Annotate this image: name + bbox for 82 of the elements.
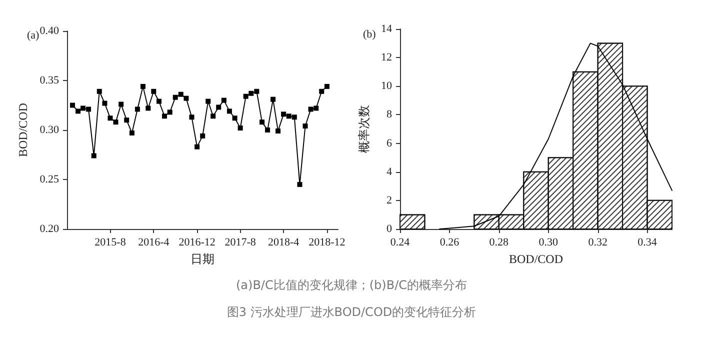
x-tick-label: 0.28 — [489, 236, 510, 248]
point — [118, 102, 124, 107]
x-tick-label: 0.26 — [440, 236, 460, 248]
caption: 图3 污水处理厂进水BOD/COD的变化特征分析 — [226, 304, 478, 321]
point — [134, 106, 140, 112]
y-axis-title: BOD/COD — [16, 102, 30, 158]
x-tick-label: 0.32 — [588, 236, 608, 248]
y-tick-label: 8 — [386, 108, 392, 121]
point — [70, 102, 76, 108]
point — [270, 96, 276, 102]
y-tick-label: 0.35 — [40, 74, 60, 86]
point — [210, 114, 216, 119]
point — [292, 114, 297, 120]
point — [248, 90, 254, 96]
x-tick-label: 0.34 — [638, 236, 658, 248]
point — [80, 106, 86, 111]
point — [254, 88, 260, 94]
point — [216, 104, 222, 110]
x-tick-label: 2016-4 — [138, 236, 170, 248]
point — [281, 112, 286, 117]
point — [308, 106, 314, 112]
point — [162, 114, 168, 119]
point — [108, 116, 113, 121]
point — [178, 92, 184, 97]
point — [146, 106, 151, 111]
y-axis-title: 概率次数 — [357, 105, 372, 153]
y-tick-label: 2 — [386, 194, 392, 206]
point — [184, 96, 189, 101]
point — [286, 114, 292, 119]
point — [86, 106, 92, 112]
point — [260, 120, 265, 125]
point — [194, 144, 200, 150]
point — [124, 118, 130, 123]
x-tick-label: 0.30 — [538, 236, 558, 248]
y-tick-label: 4 — [386, 166, 392, 178]
y-tick-label: 10 — [381, 80, 392, 92]
x-axis-title: 日期 — [190, 252, 214, 266]
point — [189, 114, 194, 120]
line-series — [439, 42, 672, 230]
x-tick-label: 0.24 — [390, 236, 410, 248]
y-tick-label: 0.30 — [40, 124, 60, 136]
text: (a)B/C比值的变化规律；(b)B/C的概率分布 — [234, 277, 468, 294]
point — [324, 84, 330, 89]
point — [243, 94, 248, 99]
point — [232, 116, 238, 121]
point — [113, 120, 118, 125]
point — [200, 133, 206, 138]
point — [314, 106, 319, 111]
point — [226, 108, 232, 114]
chart-title: (b) — [363, 28, 376, 40]
point — [297, 182, 302, 187]
x-tick-label: 2018-4 — [268, 236, 300, 248]
y-tick-label: 14 — [381, 23, 392, 35]
point — [76, 108, 81, 114]
point — [276, 128, 281, 134]
y-tick-label: 6 — [386, 137, 392, 150]
point — [91, 153, 96, 158]
point — [238, 126, 243, 131]
point — [156, 98, 162, 104]
point — [96, 88, 102, 94]
point — [172, 94, 178, 100]
point — [167, 110, 172, 115]
point — [151, 88, 156, 94]
y-tick-label: 0.25 — [40, 174, 60, 186]
point — [102, 100, 108, 106]
point — [140, 84, 146, 89]
point — [302, 124, 308, 129]
x-tick-label: 2016-12 — [178, 236, 216, 248]
x-tick-label: 2018-12 — [308, 236, 346, 248]
x-tick-label: 2017-8 — [224, 236, 256, 248]
point — [221, 98, 226, 103]
chart-title: (a) — [27, 30, 40, 42]
x-tick-label: 2015-8 — [94, 236, 126, 248]
point — [129, 130, 134, 136]
x-axis-title: BOD/COD — [508, 252, 564, 266]
y-tick-label: 0.40 — [40, 25, 60, 37]
point — [319, 88, 324, 94]
point — [265, 128, 270, 132]
point — [206, 98, 211, 104]
y-tick-label: 12 — [381, 52, 392, 64]
y-tick-label: 0.20 — [40, 223, 60, 235]
y-tick-label: 0 — [386, 223, 392, 235]
